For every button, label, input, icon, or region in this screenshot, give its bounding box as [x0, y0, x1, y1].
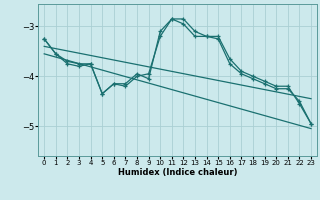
X-axis label: Humidex (Indice chaleur): Humidex (Indice chaleur)	[118, 168, 237, 177]
